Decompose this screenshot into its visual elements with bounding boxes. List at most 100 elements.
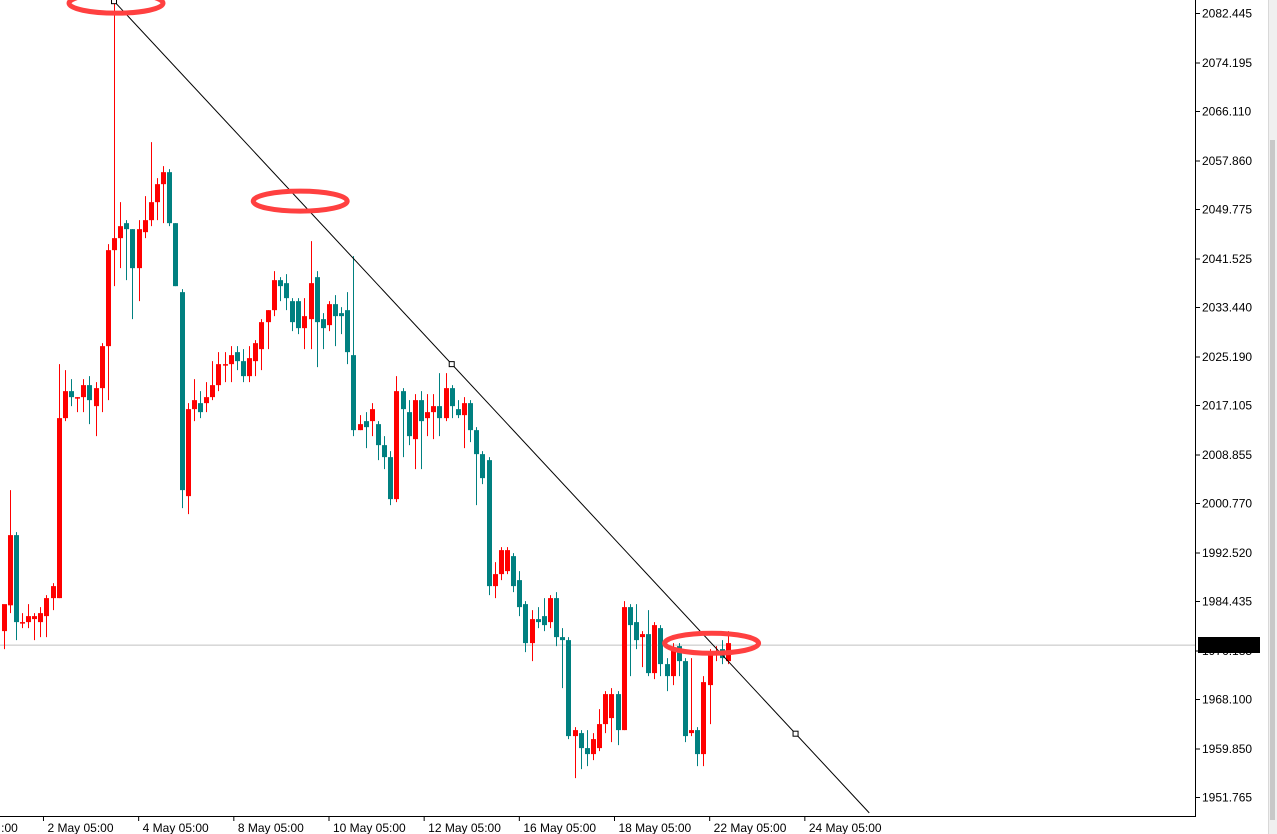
- trendline-anchor[interactable]: [448, 361, 455, 368]
- candle-body: [143, 220, 148, 233]
- candle-body: [339, 313, 344, 317]
- candle: [597, 709, 602, 752]
- axis-frame: [0, 0, 1196, 817]
- candle: [284, 274, 289, 311]
- candle-body: [437, 406, 442, 419]
- candle-body: [130, 229, 135, 269]
- candle-body: [468, 403, 473, 431]
- candle-body: [683, 661, 688, 737]
- time-tick-label: 24 May 05:00: [809, 821, 882, 834]
- candle-body: [542, 616, 547, 626]
- candle: [376, 421, 381, 461]
- candle-body: [14, 535, 19, 623]
- candle: [413, 394, 418, 470]
- candle-body: [634, 622, 639, 641]
- candle-body: [272, 280, 277, 311]
- candle-body: [345, 310, 350, 353]
- candle: [573, 727, 578, 779]
- candle: [394, 376, 399, 503]
- candle: [505, 547, 510, 575]
- candle-body: [658, 628, 663, 665]
- candle-body: [701, 682, 706, 755]
- candle: [560, 628, 565, 689]
- candle-body: [566, 640, 571, 737]
- candle-body: [321, 319, 326, 329]
- candle: [701, 676, 706, 767]
- current-price-tag: 1977.170: [1198, 637, 1260, 653]
- trendline-anchor[interactable]: [792, 730, 799, 737]
- trendline-segment[interactable]: [113, 0, 870, 814]
- candle-body: [622, 607, 627, 731]
- candle-body: [161, 172, 166, 185]
- time-tick-label: :00: [1, 821, 18, 834]
- price-tick-label: 2033.440: [1202, 301, 1252, 315]
- candle: [32, 613, 37, 641]
- candle: [94, 382, 99, 437]
- candle-body: [646, 634, 651, 674]
- candle-body: [554, 598, 559, 638]
- candle: [683, 658, 688, 743]
- price-tick-label: 1984.435: [1202, 595, 1252, 609]
- candle: [272, 271, 277, 317]
- candle-body: [523, 604, 528, 644]
- candle-body: [573, 730, 578, 737]
- candle: [124, 220, 129, 281]
- candle-body: [81, 385, 86, 398]
- candle-body: [149, 202, 154, 221]
- candle-body: [32, 616, 37, 620]
- candle-body: [419, 400, 424, 422]
- candle-body: [309, 283, 314, 320]
- candle-body: [241, 361, 246, 377]
- candle-body: [603, 694, 608, 725]
- candle-body: [8, 535, 13, 606]
- candle: [235, 346, 240, 371]
- candle: [106, 244, 111, 401]
- candle-body: [388, 457, 393, 500]
- candle-body: [480, 454, 485, 479]
- candle-body: [124, 223, 129, 230]
- highlight-ovals: [66, 0, 762, 656]
- candle: [437, 373, 442, 437]
- candle: [444, 373, 449, 422]
- candle-body: [413, 400, 418, 440]
- price-tick-label: 1951.765: [1202, 791, 1252, 805]
- candle: [431, 394, 436, 440]
- scrollbar-thumb[interactable]: [1270, 140, 1275, 820]
- candle-body: [585, 748, 590, 755]
- candle: [57, 364, 62, 599]
- price-tick-label: 2025.190: [1202, 350, 1252, 364]
- price-tick-label: 2074.195: [1202, 56, 1252, 70]
- price-tick-label: 1968.100: [1202, 693, 1252, 707]
- candle-body: [223, 364, 228, 366]
- candle: [198, 391, 203, 419]
- time-tick-label: 2 May 05:00: [47, 821, 113, 834]
- candle-body: [259, 322, 264, 350]
- candle-body: [407, 412, 412, 437]
- trendline[interactable]: [111, 0, 870, 814]
- candle-body: [118, 226, 123, 239]
- candle-body: [695, 730, 700, 755]
- candle: [266, 310, 271, 350]
- candle: [493, 562, 498, 599]
- candle: [652, 622, 657, 680]
- candle: [137, 220, 142, 302]
- candle: [474, 427, 479, 506]
- candle-body: [38, 613, 43, 623]
- candle: [616, 691, 621, 746]
- candle: [216, 352, 221, 392]
- candle: [462, 397, 467, 449]
- candle-body: [597, 724, 602, 749]
- candle: [186, 403, 191, 515]
- time-tick-label: 12 May 05:00: [428, 821, 501, 834]
- candle: [345, 292, 350, 365]
- candle-body: [44, 598, 49, 617]
- candle: [585, 730, 590, 767]
- candle: [241, 349, 246, 383]
- candle: [487, 457, 492, 596]
- price-tick-label: 2041.525: [1202, 252, 1252, 266]
- candle-body: [106, 250, 111, 347]
- candle-body: [548, 598, 553, 623]
- candle: [38, 607, 43, 638]
- trendline-anchor[interactable]: [111, 0, 118, 5]
- candle: [118, 202, 123, 269]
